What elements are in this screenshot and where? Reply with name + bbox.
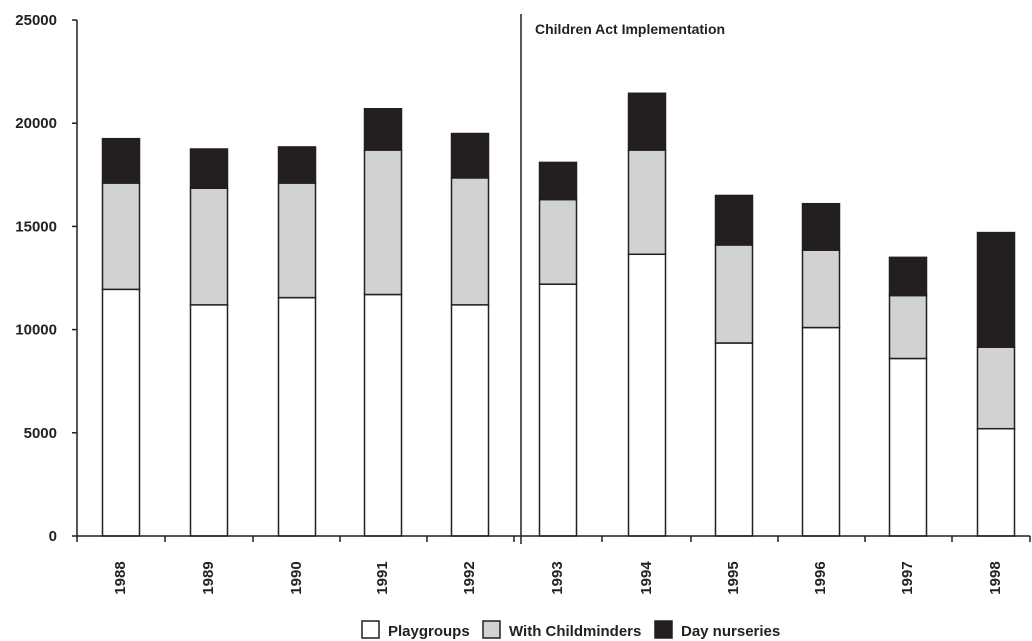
x-tick-label: 1997 [899,561,916,594]
bar-1989-day-nurseries [189,148,229,189]
annotation-layer: Children Act Implementation [520,14,725,544]
bar-1991-with-childminders [363,149,403,296]
bar-1989-playgroups [189,304,229,537]
bar-1989-with-childminders [189,187,229,306]
x-tick-label: 1996 [812,561,829,594]
bar-1988-day-nurseries [101,137,141,184]
bar-1988-playgroups [101,288,141,537]
y-tick-label: 10000 [15,322,57,339]
x-tick-label: 1988 [112,561,129,594]
x-tick-label: 1998 [987,561,1004,594]
bars-layer [101,92,1016,537]
bar-1990-playgroups [277,296,317,537]
bar-1994-day-nurseries [627,92,667,151]
bar-1993-playgroups [538,283,578,537]
y-tick-label: 15000 [15,218,57,235]
legend-swatch-with-childminders [482,620,501,639]
x-tick-label: 1994 [638,561,655,595]
bar-1996-day-nurseries [801,202,841,251]
bar-1992-day-nurseries [450,132,490,179]
annotation-label: Children Act Implementation [535,21,725,37]
bar-1994-playgroups [627,253,667,537]
legend: Playgroups With Childminders Day nurseries [361,620,780,640]
bar-1988-with-childminders [101,182,141,291]
bar-1995-playgroups [714,342,754,537]
y-tick-label: 25000 [15,12,57,29]
y-tick-label: 20000 [15,115,57,132]
legend-label: With Childminders [509,623,641,640]
y-tick-label: 0 [49,528,57,545]
bar-1991-day-nurseries [363,108,403,151]
tick-labels-layer: 0 5000 10000 15000 20000 25000 1988 1989 1990 199… [15,12,1004,595]
bar-1998-playgroups [976,427,1016,537]
legend-label: Day nurseries [681,623,780,640]
x-tick-label: 1993 [549,561,566,594]
bar-1993-day-nurseries [538,161,578,201]
x-tick-label: 1990 [288,561,305,594]
x-tick-label: 1989 [200,561,217,594]
x-tick-label: 1991 [374,561,391,594]
legend-label: Playgroups [388,623,470,640]
bar-1998-with-childminders [976,346,1016,430]
legend-swatch-day-nurseries [654,620,673,639]
bar-1990-day-nurseries [277,146,317,184]
bar-1993-with-childminders [538,198,578,285]
bar-1994-with-childminders [627,149,667,256]
bar-1996-playgroups [801,326,841,537]
bar-1997-with-childminders [888,294,928,360]
x-tick-label: 1992 [461,561,478,594]
bar-1995-with-childminders [714,244,754,344]
bar-1992-playgroups [450,304,490,537]
bar-1997-day-nurseries [888,256,928,297]
axes-layer [72,19,1031,542]
bar-1996-with-childminders [801,249,841,329]
bar-1997-playgroups [888,357,928,537]
bar-1992-with-childminders [450,177,490,306]
bar-1990-with-childminders [277,182,317,299]
bar-1998-day-nurseries [976,231,1016,348]
y-tick-label: 5000 [24,425,57,442]
bar-1991-playgroups [363,293,403,537]
legend-swatch-playgroups [361,620,380,639]
bar-1995-day-nurseries [714,194,754,246]
x-tick-label: 1995 [725,561,742,594]
